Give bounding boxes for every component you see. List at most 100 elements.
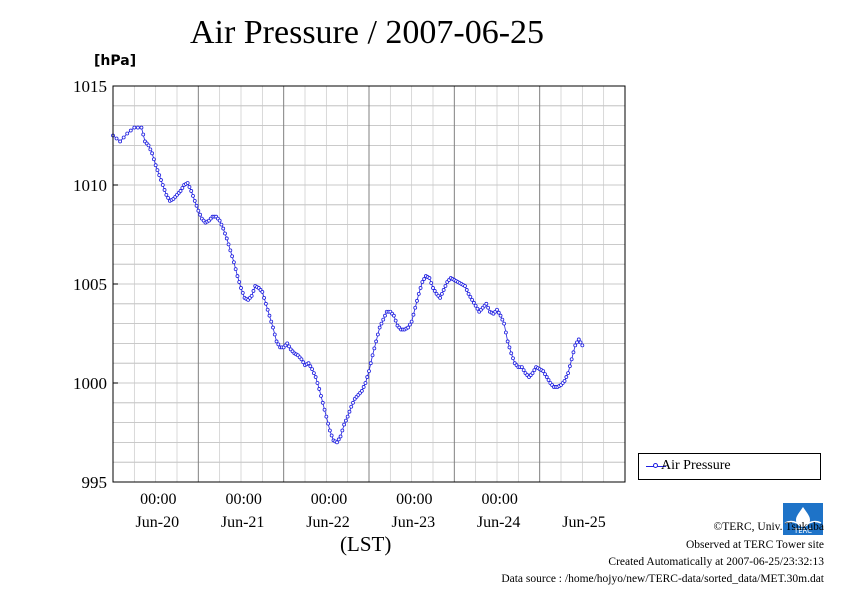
data-point xyxy=(160,183,165,187)
x-tick-date-label: Jun-25 xyxy=(562,514,606,531)
data-point xyxy=(372,346,377,351)
data-point xyxy=(135,125,140,130)
data-point xyxy=(377,325,382,330)
data-point xyxy=(166,195,171,200)
data-point xyxy=(439,291,444,296)
data-point xyxy=(345,414,350,419)
data-point xyxy=(285,341,290,346)
data-point xyxy=(121,135,126,140)
data-point xyxy=(198,212,203,217)
data-point xyxy=(466,291,471,296)
data-point xyxy=(132,125,137,130)
x-tick-date-label: Jun-22 xyxy=(306,514,350,531)
credit-observed: Observed at TERC Tower site xyxy=(685,539,824,551)
data-point xyxy=(265,307,270,312)
data-point xyxy=(416,291,421,296)
data-point xyxy=(260,290,265,294)
data-point xyxy=(226,242,231,247)
data-point xyxy=(196,208,201,213)
data-point xyxy=(180,186,185,190)
data-point xyxy=(287,344,291,349)
data-point xyxy=(151,157,156,162)
credit-created: Created Automatically at 2007-06-25/23:3… xyxy=(608,556,824,568)
data-point xyxy=(159,178,163,182)
terc-logo-icon: TERC xyxy=(783,503,823,535)
data-point xyxy=(562,379,567,383)
data-point xyxy=(566,371,571,376)
data-point xyxy=(580,343,585,348)
data-point xyxy=(320,400,325,405)
data-point xyxy=(431,286,435,290)
credit-copyright: ©TERC, Univ. Tsukuba xyxy=(713,521,824,533)
data-point xyxy=(406,325,411,330)
data-point xyxy=(153,163,158,168)
data-point xyxy=(351,400,355,405)
data-point xyxy=(422,277,427,281)
data-point xyxy=(441,288,446,292)
data-point xyxy=(486,305,491,310)
data-point xyxy=(505,339,510,344)
data-point xyxy=(194,203,199,208)
data-point xyxy=(576,337,581,342)
data-point xyxy=(329,433,334,438)
data-point xyxy=(347,409,352,414)
data-point xyxy=(374,339,379,344)
data-point xyxy=(519,365,524,370)
data-point xyxy=(327,428,332,433)
data-point xyxy=(415,298,419,303)
data-point xyxy=(217,218,222,223)
data-point xyxy=(326,421,331,426)
data-point xyxy=(544,375,549,379)
data-point xyxy=(495,307,499,312)
data-point xyxy=(310,367,315,372)
data-point xyxy=(164,192,169,197)
data-point xyxy=(340,428,345,433)
data-point xyxy=(509,351,514,356)
data-point xyxy=(306,361,311,366)
data-point xyxy=(313,375,318,379)
data-point xyxy=(267,313,272,318)
data-point xyxy=(427,276,432,280)
data-point xyxy=(407,322,412,327)
x-tick-time-label: 00:00 xyxy=(140,491,176,508)
data-point xyxy=(150,151,155,156)
data-point xyxy=(573,343,578,348)
data-point xyxy=(221,226,226,231)
data-point xyxy=(463,284,467,288)
data-point xyxy=(567,364,572,369)
data-point xyxy=(498,313,503,318)
data-point xyxy=(269,319,274,324)
data-point xyxy=(361,385,366,389)
data-point xyxy=(141,132,146,137)
svg-text:TERC: TERC xyxy=(793,527,812,535)
data-point xyxy=(473,303,478,308)
data-point xyxy=(367,369,371,374)
data-point xyxy=(157,173,162,178)
data-point xyxy=(322,407,327,412)
data-point xyxy=(571,350,576,355)
data-point xyxy=(139,125,144,130)
data-point xyxy=(443,284,448,288)
data-point xyxy=(342,422,347,427)
y-axis-unit-label: [hPa] xyxy=(94,53,137,69)
data-point xyxy=(239,286,243,290)
data-point xyxy=(365,375,370,379)
data-point xyxy=(187,185,192,189)
data-point xyxy=(507,345,512,350)
data-point xyxy=(569,357,574,362)
legend-marker xyxy=(653,463,658,468)
data-point xyxy=(532,368,537,373)
data-point xyxy=(231,260,236,265)
data-point xyxy=(223,231,227,236)
y-tick-label: 995 xyxy=(82,473,108,492)
data-point xyxy=(475,306,480,311)
data-point xyxy=(375,332,380,337)
data-point xyxy=(546,378,551,382)
data-point xyxy=(262,295,267,300)
x-axis-label: (LST) xyxy=(340,532,392,556)
data-point xyxy=(471,300,476,305)
data-point xyxy=(276,342,281,347)
data-point xyxy=(484,301,489,306)
data-point xyxy=(336,437,341,442)
data-point xyxy=(219,222,224,227)
